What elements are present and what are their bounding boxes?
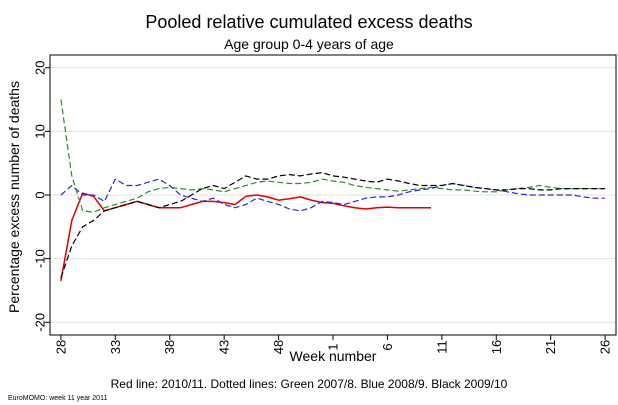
source-note: EuroMOMO: week 11 year 2011 (8, 395, 108, 402)
x-tick-label: 33 (108, 340, 123, 354)
x-tick-label: 48 (271, 340, 286, 354)
series-line-4 (60, 172, 606, 278)
x-axis-label: Week number (290, 348, 377, 364)
x-tick-label: 6 (380, 343, 395, 350)
x-tick-label: 43 (217, 340, 232, 354)
y-tick-label: 10 (33, 124, 48, 138)
y-tick-label: -20 (33, 313, 48, 332)
series-line-3 (60, 178, 606, 212)
gridlines (50, 67, 616, 323)
series-lines (60, 99, 606, 282)
y-tick-label: -10 (33, 249, 48, 268)
x-tick-label: 28 (53, 340, 68, 354)
y-axis-ticks: -20 -10 0 10 20 (33, 60, 50, 332)
series-line-1 (60, 192, 431, 282)
x-tick-label: 21 (543, 340, 558, 354)
chart-caption: Red line: 2010/11. Dotted lines: Green 2… (110, 377, 508, 391)
y-tick-label: 20 (33, 60, 48, 74)
x-tick-label: 11 (434, 340, 449, 354)
x-tick-label: 26 (598, 340, 613, 354)
y-axis-label: Percentage excess number of deaths (6, 81, 22, 313)
x-axis-ticks: 28 33 38 43 48 1 6 11 16 21 26 (53, 335, 613, 354)
chart-title: Pooled relative cumulated excess deaths (145, 12, 473, 32)
x-tick-label: 1 (326, 343, 341, 350)
x-tick-label: 16 (489, 340, 504, 354)
y-tick-label: 0 (33, 191, 48, 198)
chart-subtitle: Age group 0-4 years of age (224, 36, 394, 52)
x-tick-label: 38 (162, 340, 177, 354)
